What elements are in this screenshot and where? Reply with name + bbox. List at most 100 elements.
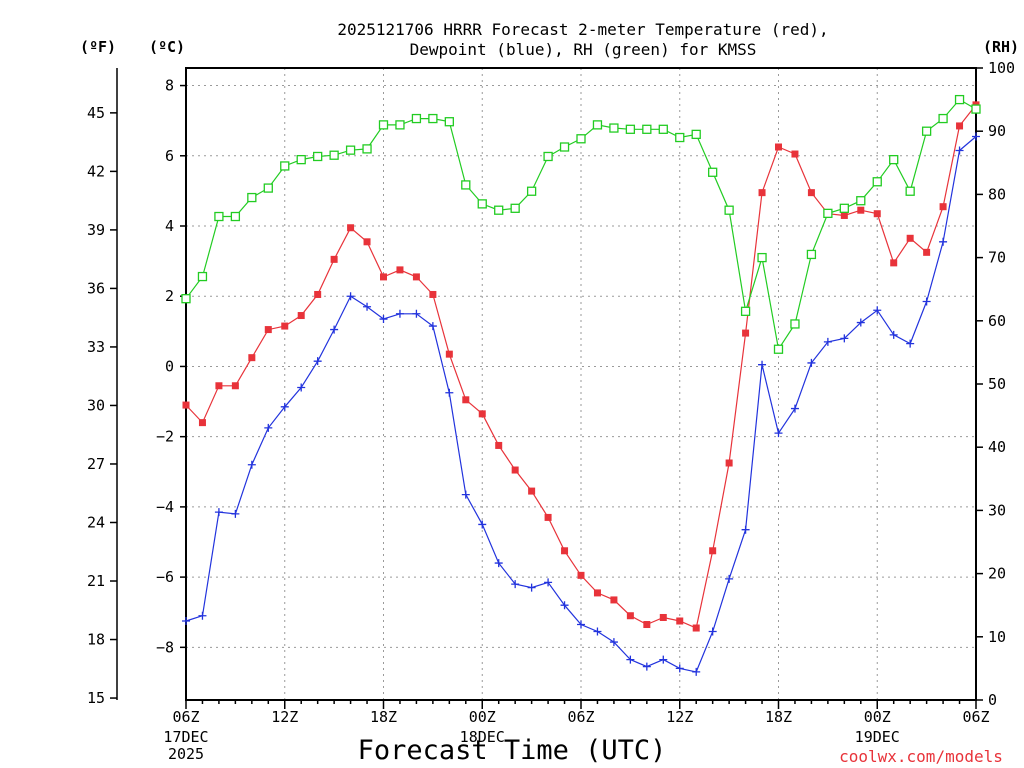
2-meter-temperature-point xyxy=(857,206,865,214)
dewpoint-point xyxy=(626,655,635,664)
2-meter-temperature-point xyxy=(890,259,898,267)
rh-point xyxy=(461,180,471,190)
2-meter-temperature-point xyxy=(906,234,914,242)
x-tick-label: 18Z xyxy=(370,708,397,726)
rh-tick-label: 0 xyxy=(988,691,997,709)
dewpoint-point xyxy=(428,322,437,331)
dewpoint-point xyxy=(527,583,536,592)
x-axis-label: Forecast Time (UTC) xyxy=(358,735,667,766)
2-meter-temperature-point xyxy=(462,396,470,404)
dewpoint-point xyxy=(593,627,602,636)
date-label: 18DEC xyxy=(460,728,505,746)
2-meter-temperature-point xyxy=(264,326,272,334)
2-meter-temperature-point xyxy=(626,612,634,620)
rh-point xyxy=(823,208,833,219)
dewpoint-point xyxy=(494,559,503,568)
dewpoint-point xyxy=(395,309,404,318)
dewpoint-point xyxy=(675,664,684,673)
x-tick-label: 06Z xyxy=(172,708,199,726)
dewpoint-point xyxy=(972,132,980,141)
2-meter-temperature-point xyxy=(659,613,667,621)
rh-point xyxy=(526,186,537,196)
rh-tick-label: 30 xyxy=(988,501,1006,519)
title-line-1: 2025121706 HRRR Forecast 2-meter Tempera… xyxy=(337,20,828,39)
2-meter-temperature-point xyxy=(923,248,931,256)
2-meter-temperature-point xyxy=(380,273,387,281)
rh-point xyxy=(889,154,899,165)
dewpoint-point xyxy=(840,334,849,343)
2-meter-temperature-point xyxy=(248,354,256,362)
2-meter-temperature-point xyxy=(692,624,700,632)
fahrenheit-tick-label: 39 xyxy=(87,221,105,239)
dewpoint-point xyxy=(823,337,832,346)
dewpoint-point xyxy=(807,358,816,367)
rh-point xyxy=(625,124,636,134)
chart-title: 2025121706 HRRR Forecast 2-meter Tempera… xyxy=(337,20,828,59)
dewpoint-point xyxy=(725,574,734,583)
rh-point xyxy=(971,104,981,114)
dewpoint-point xyxy=(214,508,223,517)
rh-point xyxy=(395,120,405,130)
2-meter-temperature-point xyxy=(758,189,766,197)
dewpoint-point xyxy=(412,309,421,318)
series-dewpoint xyxy=(182,132,980,676)
rh-point xyxy=(378,120,389,130)
rh-tick-label: 80 xyxy=(988,185,1006,203)
dewpoint-point xyxy=(922,297,931,306)
dewpoint-point xyxy=(758,360,767,369)
rh-point xyxy=(691,129,701,140)
2-meter-temperature-point xyxy=(577,571,585,579)
2-meter-temperature-point xyxy=(330,255,338,263)
series-rh xyxy=(181,94,981,354)
2-meter-temperature-point xyxy=(676,617,684,625)
rh-point xyxy=(345,145,356,155)
rh-point xyxy=(444,117,454,127)
rh-point xyxy=(329,150,339,160)
celsius-tick-label: −8 xyxy=(156,638,174,656)
2-meter-temperature-point xyxy=(610,596,618,604)
rh-point xyxy=(872,177,882,187)
axes: −8−6−4−202468151821242730333639424501020… xyxy=(87,59,1015,763)
celsius-tick-label: −6 xyxy=(156,568,174,586)
2-meter-temperature-point xyxy=(791,150,799,158)
fahrenheit-tick-label: 15 xyxy=(87,689,105,707)
2-meter-temperature-point xyxy=(873,210,881,218)
2-meter-temperature-point xyxy=(445,350,453,358)
2-meter-temperature-point xyxy=(939,203,947,211)
dewpoint-point xyxy=(198,611,207,620)
2-meter-temperature-point xyxy=(396,266,404,274)
rh-point xyxy=(790,319,800,329)
dewpoint-point xyxy=(264,423,273,432)
rh-point xyxy=(197,271,208,282)
2-meter-temperature-point xyxy=(495,441,503,449)
x-tick-label: 00Z xyxy=(469,708,496,726)
dewpoint-point xyxy=(297,383,306,392)
rh-point xyxy=(263,183,273,193)
x-tick-label: 12Z xyxy=(666,708,693,726)
fahrenheit-unit-label: (ºF) xyxy=(80,38,116,56)
2-meter-temperature-point xyxy=(198,419,206,427)
2-meter-temperature-point xyxy=(528,487,536,495)
2-meter-temperature-point xyxy=(775,143,782,151)
dewpoint-point xyxy=(642,662,651,671)
2-meter-temperature-point xyxy=(807,189,815,197)
data-series xyxy=(181,94,981,676)
rh-tick-label: 10 xyxy=(988,628,1006,646)
rh-point xyxy=(428,113,438,124)
dewpoint-point xyxy=(889,330,898,339)
rh-point xyxy=(247,192,257,203)
dewpoint-point xyxy=(692,667,701,676)
2-meter-temperature-point xyxy=(561,547,569,555)
dewpoint-point xyxy=(461,490,470,499)
fahrenheit-tick-label: 30 xyxy=(87,396,105,414)
credit-label: coolwx.com/models xyxy=(839,747,1003,766)
2-meter-temperature-point xyxy=(429,290,437,298)
2-meter-temperature-point xyxy=(231,382,239,390)
dewpoint-point xyxy=(774,429,783,438)
2-meter-temperature-point xyxy=(412,273,420,281)
rh-point xyxy=(362,144,372,154)
rh-tick-label: 70 xyxy=(988,249,1006,267)
rh-point xyxy=(559,142,570,152)
rh-point xyxy=(740,306,751,316)
